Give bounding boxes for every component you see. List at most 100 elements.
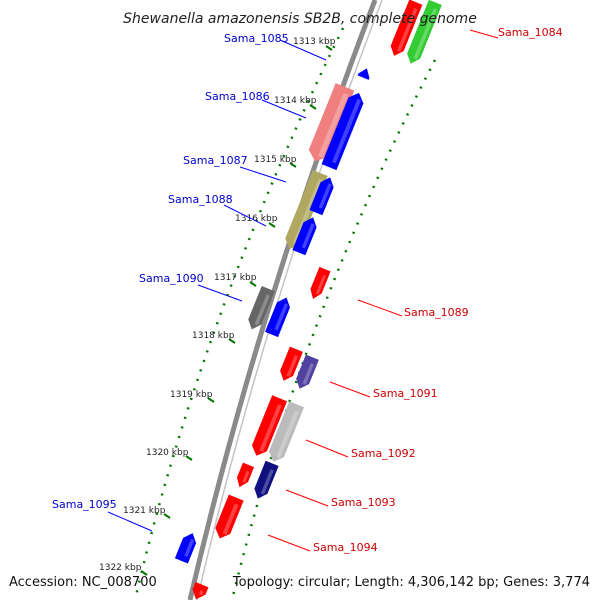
tick-label: 1313 kbp	[293, 37, 336, 47]
tick-label: 1316 kbp	[235, 214, 278, 224]
tick-label: 1317 kbp	[214, 273, 257, 283]
gene-block-10-shape	[248, 285, 275, 330]
gene-label: Sama_1089	[404, 306, 469, 319]
tick-label: 1320 kbp	[146, 448, 189, 458]
gene-block-11-shape	[265, 297, 290, 338]
gene-block-1-highlight	[397, 7, 418, 52]
gene-block-8-shape	[292, 217, 317, 256]
gene-block-11	[265, 297, 290, 338]
gene-block-20-shape	[192, 581, 209, 600]
gene-block-9	[310, 266, 331, 299]
gene-label: Sama_1085	[224, 32, 289, 45]
tick-mark	[185, 455, 193, 461]
gene-block-5-shape	[321, 92, 364, 171]
tick-label: 1318 kbp	[192, 331, 235, 341]
tick-label: 1314 kbp	[274, 96, 317, 106]
gene-block-15-highlight	[276, 410, 299, 458]
gene-label: Sama_1086	[205, 90, 270, 103]
tick-track-2	[230, 59, 437, 600]
accession-text: Accession: NC_008700	[9, 575, 157, 590]
tick-mark	[249, 281, 257, 287]
gene-block-7	[309, 177, 334, 216]
gene-block-11-highlight	[274, 303, 289, 331]
gene-block-20-highlight	[198, 590, 204, 596]
gene-label: Sama_1091	[373, 387, 438, 400]
gene-block-5-highlight	[332, 98, 362, 164]
gene-leader-line	[329, 381, 371, 398]
map-title: Shewanella amazonensis SB2B, complete ge…	[123, 11, 477, 27]
backbone-line	[187, 0, 378, 600]
gene-block-8-highlight	[301, 223, 315, 249]
gene-block-6-shape	[285, 169, 328, 250]
gene-block-6	[285, 169, 328, 250]
gene-block-15-shape	[268, 401, 305, 462]
tick-label: 1322 kbp	[99, 563, 142, 573]
gene-leader-line	[279, 39, 327, 61]
gene-block-17-shape	[254, 460, 279, 499]
gene-block-17-highlight	[260, 469, 274, 495]
gene-block-19-highlight	[184, 538, 195, 557]
tick-mark	[140, 570, 148, 576]
tick-mark	[207, 397, 215, 403]
tick-label: 1319 kbp	[170, 390, 213, 400]
gene-leader-line	[285, 489, 329, 507]
gene-block-1	[390, 0, 423, 56]
gene-block-19	[174, 533, 197, 564]
gene-block-15	[268, 401, 305, 462]
gene-blocks-layer	[174, 0, 442, 600]
gene-block-19-shape	[174, 533, 197, 564]
gene-block-2-highlight	[413, 8, 438, 60]
tick-mark	[163, 513, 171, 519]
gene-leader-line	[107, 511, 153, 532]
gene-block-18-shape	[215, 494, 244, 539]
gene-block-4	[308, 83, 355, 162]
tick-mark	[268, 222, 276, 228]
tick-label: 1315 kbp	[254, 155, 297, 165]
gene-block-17	[254, 460, 279, 499]
tick-track-1	[133, 27, 345, 600]
gene-block-3	[357, 68, 370, 80]
topology-text: Topology: circular; Length: 4,306,142 bp…	[232, 575, 590, 590]
tick-mark	[289, 162, 297, 168]
gene-block-13-highlight	[302, 363, 315, 385]
gene-block-20	[192, 581, 209, 600]
gene-leader-line	[239, 166, 287, 183]
gene-block-2-shape	[407, 0, 442, 64]
labels-layer: 1313 kbp 1314 kbp 1315 kbp 1316 kbp 1317 kbp…	[52, 26, 563, 573]
gene-leader-line	[357, 299, 403, 317]
gene-leader-line	[261, 99, 307, 119]
gene-block-4-highlight	[318, 92, 349, 158]
tick-mark	[309, 104, 317, 110]
gene-leader-line	[305, 439, 349, 458]
gene-label: Sama_1088	[168, 193, 233, 206]
gene-leader-line	[267, 534, 311, 552]
gene-block-9-highlight	[315, 274, 327, 295]
gene-block-13	[296, 354, 319, 389]
gene-label: Sama_1094	[313, 541, 378, 554]
gene-block-7-shape	[309, 177, 334, 216]
gene-label: Sama_1087	[183, 154, 248, 167]
tracks-layer	[133, 0, 437, 600]
gene-block-10-highlight	[254, 294, 270, 326]
gene-block-18-highlight	[222, 503, 239, 535]
gene-block-12-highlight	[286, 355, 299, 377]
gene-block-16-shape	[236, 462, 255, 488]
gene-block-12-shape	[280, 346, 303, 381]
gene-leader-line	[469, 29, 499, 39]
gene-block-14	[251, 395, 288, 456]
gene-label: Sama_1092	[351, 447, 416, 460]
gene-block-2	[407, 0, 442, 64]
gene-leader-line	[223, 204, 267, 227]
backbone-highlight	[196, 0, 383, 600]
tick-mark	[325, 45, 333, 51]
gene-block-10	[248, 285, 275, 330]
gene-block-8	[292, 217, 317, 256]
gene-block-6-highlight	[292, 178, 323, 246]
gene-block-14-shape	[251, 395, 288, 456]
tick-label: 1321 kbp	[123, 506, 166, 516]
gene-block-5	[321, 92, 364, 171]
gene-block-7-highlight	[318, 183, 332, 209]
gene-block-16-highlight	[242, 470, 250, 483]
gene-block-3-shape	[357, 68, 370, 80]
